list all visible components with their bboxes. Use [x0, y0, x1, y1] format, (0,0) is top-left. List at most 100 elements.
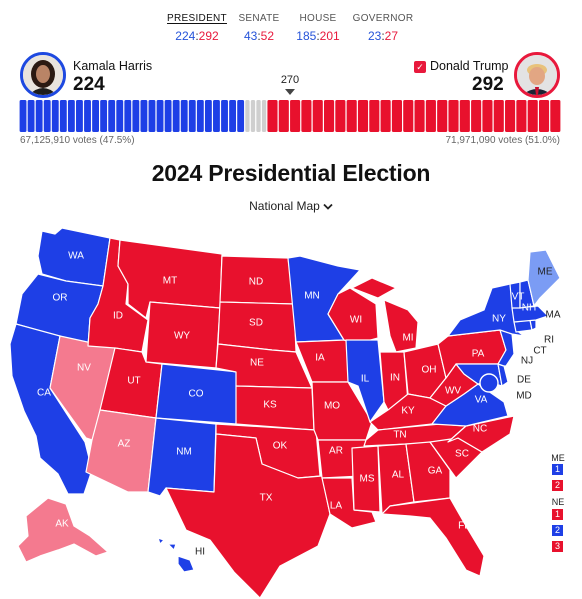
tab-president-rep: 292	[198, 29, 219, 43]
state-label-md: MD	[516, 391, 532, 402]
state-me[interactable]	[527, 249, 561, 307]
ev-bar-segment-rep	[414, 100, 425, 132]
nebraska-district-3[interactable]: 3	[552, 541, 563, 552]
state-hi-3[interactable]	[177, 555, 195, 573]
ev-bar-segment-rep	[493, 100, 504, 132]
harris-electoral-votes: 224	[73, 74, 105, 95]
tab-governor-rep: 27	[384, 29, 399, 43]
ev-bar-segment-rep	[505, 100, 516, 132]
tab-president-label: PRESIDENT	[167, 13, 227, 24]
state-ak[interactable]	[17, 497, 109, 563]
trump-avatar	[514, 52, 560, 98]
ev-bar-segment-dem	[156, 100, 164, 132]
ev-bar-segment-uncalled	[256, 100, 261, 132]
ev-bar-segment-rep	[516, 100, 527, 132]
ev-bar-segment-rep	[369, 100, 380, 132]
state-label-mt: MT	[163, 276, 177, 287]
state-label-id: ID	[113, 311, 123, 322]
state-la[interactable]	[321, 477, 377, 529]
tab-house-label: HOUSE	[299, 13, 337, 24]
ev-bar-segment-dem	[35, 100, 43, 132]
state-hi-1[interactable]	[157, 537, 165, 545]
state-label-pa: PA	[472, 349, 485, 360]
state-dc[interactable]	[479, 373, 499, 393]
ev-bar-segment-dem	[76, 100, 83, 132]
state-hi-2[interactable]	[167, 543, 177, 551]
state-label-in: IN	[390, 373, 400, 384]
ev-bar-segment-dem	[237, 100, 245, 132]
state-mi[interactable]	[383, 299, 419, 353]
page-title: 2024 Presidential Election	[151, 160, 431, 186]
state-label-me: ME	[538, 267, 553, 278]
state-nj[interactable]	[497, 329, 515, 367]
ev-bar-segment-dem	[164, 100, 172, 132]
state-label-nc: NC	[473, 424, 487, 435]
maine-district-2[interactable]: 2	[552, 480, 563, 491]
state-label-or: OR	[53, 293, 68, 304]
state-label-mo: MO	[324, 401, 340, 412]
state-label-ks: KS	[263, 400, 277, 411]
state-label-ak: AK	[55, 519, 69, 530]
trump-portrait-icon	[517, 55, 557, 95]
tab-house[interactable]: HOUSE 185:201	[278, 12, 358, 43]
tab-president-dem: 224	[175, 29, 196, 43]
ev-bar-segment-rep	[437, 100, 448, 132]
state-label-ct: CT	[533, 346, 546, 357]
ev-bar-segment-dem	[59, 100, 67, 132]
ev-bar-segment-dem	[172, 100, 180, 132]
ev-bar-segment-rep	[527, 100, 538, 132]
state-label-ky: KY	[401, 406, 415, 417]
nebraska-district-2[interactable]: 2	[552, 525, 563, 536]
maine-district-1[interactable]: 1	[552, 464, 563, 475]
ev-bar-segment-dem	[84, 100, 91, 132]
state-label-ca: CA	[37, 388, 51, 399]
nebraska-district-1[interactable]: 1	[552, 509, 563, 520]
state-label-sc: SC	[455, 449, 469, 460]
state-az[interactable]	[85, 409, 157, 493]
state-tx[interactable]	[165, 433, 331, 599]
ev-bar-segment-rep	[550, 100, 561, 132]
state-label-sd: SD	[249, 318, 263, 329]
ev-bar-segment-rep	[335, 100, 346, 132]
state-fl[interactable]	[381, 497, 485, 577]
tab-governor[interactable]: GOVERNOR 23:27	[343, 12, 423, 43]
ev-bar-segment-dem	[27, 100, 35, 132]
ev-bar-segment-rep	[267, 100, 278, 132]
tab-senate-rep: 52	[260, 29, 275, 43]
ev-bar-segment-dem	[116, 100, 124, 132]
ev-bar-segment-rep	[346, 100, 357, 132]
ev-bar-segment-dem	[204, 100, 212, 132]
map-selector[interactable]: National Map	[0, 199, 582, 213]
state-label-ar: AR	[329, 446, 343, 457]
harris-name: Kamala Harris	[73, 59, 153, 73]
state-ga[interactable]	[405, 441, 451, 503]
ev-bar-segment-rep	[324, 100, 335, 132]
state-label-nj: NJ	[521, 356, 533, 367]
ev-bar-segment-dem	[148, 100, 156, 132]
state-label-mi: MI	[402, 333, 413, 344]
tab-president[interactable]: PRESIDENT 224:292	[157, 12, 237, 43]
ev-bar-segment-rep	[312, 100, 323, 132]
ev-bar-segment-dem	[51, 100, 59, 132]
state-label-va: VA	[475, 395, 488, 406]
state-label-ga: GA	[428, 466, 443, 477]
state-mi-up[interactable]	[351, 277, 397, 299]
tab-senate-label: SENATE	[238, 13, 280, 24]
tab-senate[interactable]: SENATE 43:52	[219, 12, 299, 43]
state-label-nv: NV	[77, 363, 91, 374]
state-label-fl: FL	[458, 521, 470, 532]
maine-district-label: ME	[551, 453, 565, 463]
us-election-map: WA OR CA NV ID MT WY UT AZ CO NM ND SD NE KS OK TX MN IA MO…	[9, 227, 561, 599]
harris-portrait-icon	[23, 55, 63, 95]
state-label-wi: WI	[350, 315, 362, 326]
ev-bar-segment-dem	[132, 100, 140, 132]
ev-bar-segment-uncalled	[250, 100, 256, 132]
state-ms[interactable]	[351, 445, 381, 513]
ev-bar-segment-rep	[471, 100, 482, 132]
state-label-nd: ND	[249, 277, 263, 288]
tab-governor-dem: 23	[367, 29, 382, 43]
tab-house-rep: 201	[319, 29, 340, 43]
state-label-tx: TX	[260, 493, 273, 504]
ev-bar-segment-dem	[124, 100, 132, 132]
ev-bar-segment-rep	[538, 100, 550, 132]
